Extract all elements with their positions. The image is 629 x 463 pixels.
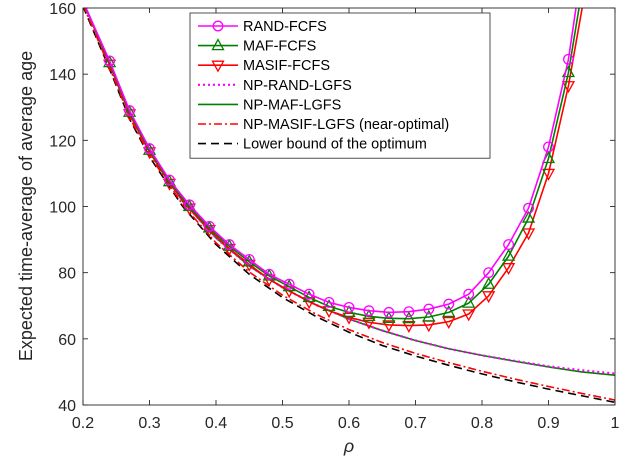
legend-marker (211, 38, 225, 51)
legend: RAND-FCFS MAF-FCFS MASIF-FCFS NP-RAND-LGFS N… (189, 12, 491, 159)
data-point-rand-fcfs (283, 278, 295, 290)
x-tick-label: 0.5 (271, 415, 293, 432)
x-tick-label: 0.9 (537, 415, 559, 432)
x-tick-label: 0.2 (72, 415, 94, 432)
legend-label: RAND-FCFS (243, 19, 327, 35)
legend-item-masif-fcfs: MASIF-FCFS (198, 58, 330, 74)
data-point-masif-fcfs (382, 320, 396, 333)
legend-label: MASIF-FCFS (243, 58, 330, 74)
legend-label: MAF-FCFS (243, 39, 316, 55)
data-point-masif-fcfs (502, 263, 516, 276)
data-point-masif-fcfs (541, 168, 556, 181)
data-point-masif-fcfs (521, 228, 536, 241)
x-tick-label: 0.4 (205, 415, 227, 432)
data-point-rand-fcfs (124, 105, 136, 117)
y-tick-label: 60 (58, 332, 76, 349)
data-point-rand-fcfs (323, 296, 335, 308)
data-point-masif-fcfs (442, 316, 456, 329)
legend-label: NP-RAND-LGFS (243, 78, 352, 94)
data-point-rand-fcfs (104, 55, 116, 67)
legend-marker (212, 20, 224, 32)
data-point-rand-fcfs (483, 267, 495, 279)
legend-marker (211, 60, 225, 73)
legend-box (189, 12, 491, 159)
x-tick-label: 0.7 (404, 415, 426, 432)
data-point-rand-fcfs (243, 253, 255, 265)
series-rand-fcfs (85, 8, 577, 318)
data-point-maf-fcfs (502, 248, 516, 261)
y-tick-label: 160 (49, 1, 76, 18)
legend-item-rand-fcfs: RAND-FCFS (198, 19, 327, 35)
x-axis-label: ρ (343, 436, 354, 456)
data-point-masif-fcfs (462, 309, 476, 322)
data-point-maf-fcfs (482, 276, 496, 289)
data-point-maf-fcfs (162, 174, 177, 187)
legend-label: NP-MAF-LGFS (243, 97, 341, 113)
data-point-maf-fcfs (182, 199, 196, 212)
legend-item-np-maf-lgfs: NP-MAF-LGFS (198, 97, 341, 113)
data-point-maf-fcfs (122, 104, 137, 117)
data-point-rand-fcfs (383, 306, 395, 318)
data-point-masif-fcfs (362, 317, 376, 330)
data-point-rand-fcfs (563, 53, 574, 65)
series-np-masif-lgfs-near-optimal (83, 8, 615, 401)
data-point-rand-fcfs (363, 305, 375, 317)
data-point-masif-fcfs (402, 320, 416, 333)
data-point-maf-fcfs (442, 305, 456, 318)
y-axis-label: Expected time-average of average age (16, 51, 36, 361)
x-tick-label: 1 (611, 415, 620, 432)
data-point-rand-fcfs (223, 239, 235, 250)
data-point-maf-fcfs (222, 238, 236, 251)
data-point-rand-fcfs (263, 268, 275, 280)
data-point-maf-fcfs (521, 210, 536, 223)
data-point-maf-fcfs (202, 220, 216, 233)
data-point-rand-fcfs (463, 288, 475, 300)
x-tick-label: 0.6 (338, 415, 360, 432)
data-point-rand-fcfs (183, 199, 195, 211)
data-point-rand-fcfs (343, 301, 355, 313)
data-point-rand-fcfs (503, 239, 515, 250)
data-point-rand-fcfs (203, 220, 215, 232)
series-line-masif-fcfs (84, 8, 583, 327)
data-point-rand-fcfs (543, 141, 554, 153)
data-point-maf-fcfs (402, 311, 416, 324)
data-point-rand-fcfs (303, 288, 315, 300)
legend-item-np-masif-lgfs-near-optimal: NP-MASIF-LGFS (near-optimal) (198, 117, 449, 133)
y-tick-label: 120 (49, 133, 76, 150)
legend-label: Lower bound of the optimum (243, 137, 427, 153)
data-point-rand-fcfs (163, 174, 175, 186)
y-tick-label: 80 (58, 266, 76, 283)
x-tick-label: 0.8 (471, 415, 493, 432)
data-point-rand-fcfs (144, 143, 155, 155)
y-tick-label: 40 (58, 398, 76, 415)
data-point-maf-fcfs (422, 309, 436, 322)
y-tick-label: 100 (49, 200, 76, 217)
data-point-maf-fcfs (302, 290, 316, 303)
data-point-maf-fcfs (382, 310, 396, 323)
data-point-masif-fcfs (342, 312, 356, 325)
legend-item-np-rand-lgfs: NP-RAND-LGFS (198, 78, 352, 94)
data-point-rand-fcfs (523, 202, 535, 214)
data-point-rand-fcfs (403, 306, 415, 318)
data-point-maf-fcfs (142, 142, 157, 155)
series-line-np-masif-lgfs-near-optimal (83, 8, 615, 401)
data-point-maf-fcfs (322, 299, 336, 312)
legend-item-maf-fcfs: MAF-FCFS (198, 38, 316, 55)
axes-layer: 0.2 0.3 0.4 0.5 0.6 0.7 0.8 0.9 1406080100120140… (49, 1, 619, 432)
legend-item-lower-bound-of-the-optimum: Lower bound of the optimum (198, 137, 427, 153)
x-tick-label: 0.3 (138, 415, 160, 432)
series-layer (83, 8, 615, 404)
data-point-maf-fcfs (103, 55, 117, 68)
y-tick-label: 140 (49, 67, 76, 84)
data-point-masif-fcfs (482, 291, 496, 304)
data-point-maf-fcfs (462, 295, 476, 308)
legend-label: NP-MASIF-LGFS (near-optimal) (243, 117, 449, 133)
data-point-rand-fcfs (443, 298, 455, 310)
data-point-rand-fcfs (423, 303, 435, 315)
